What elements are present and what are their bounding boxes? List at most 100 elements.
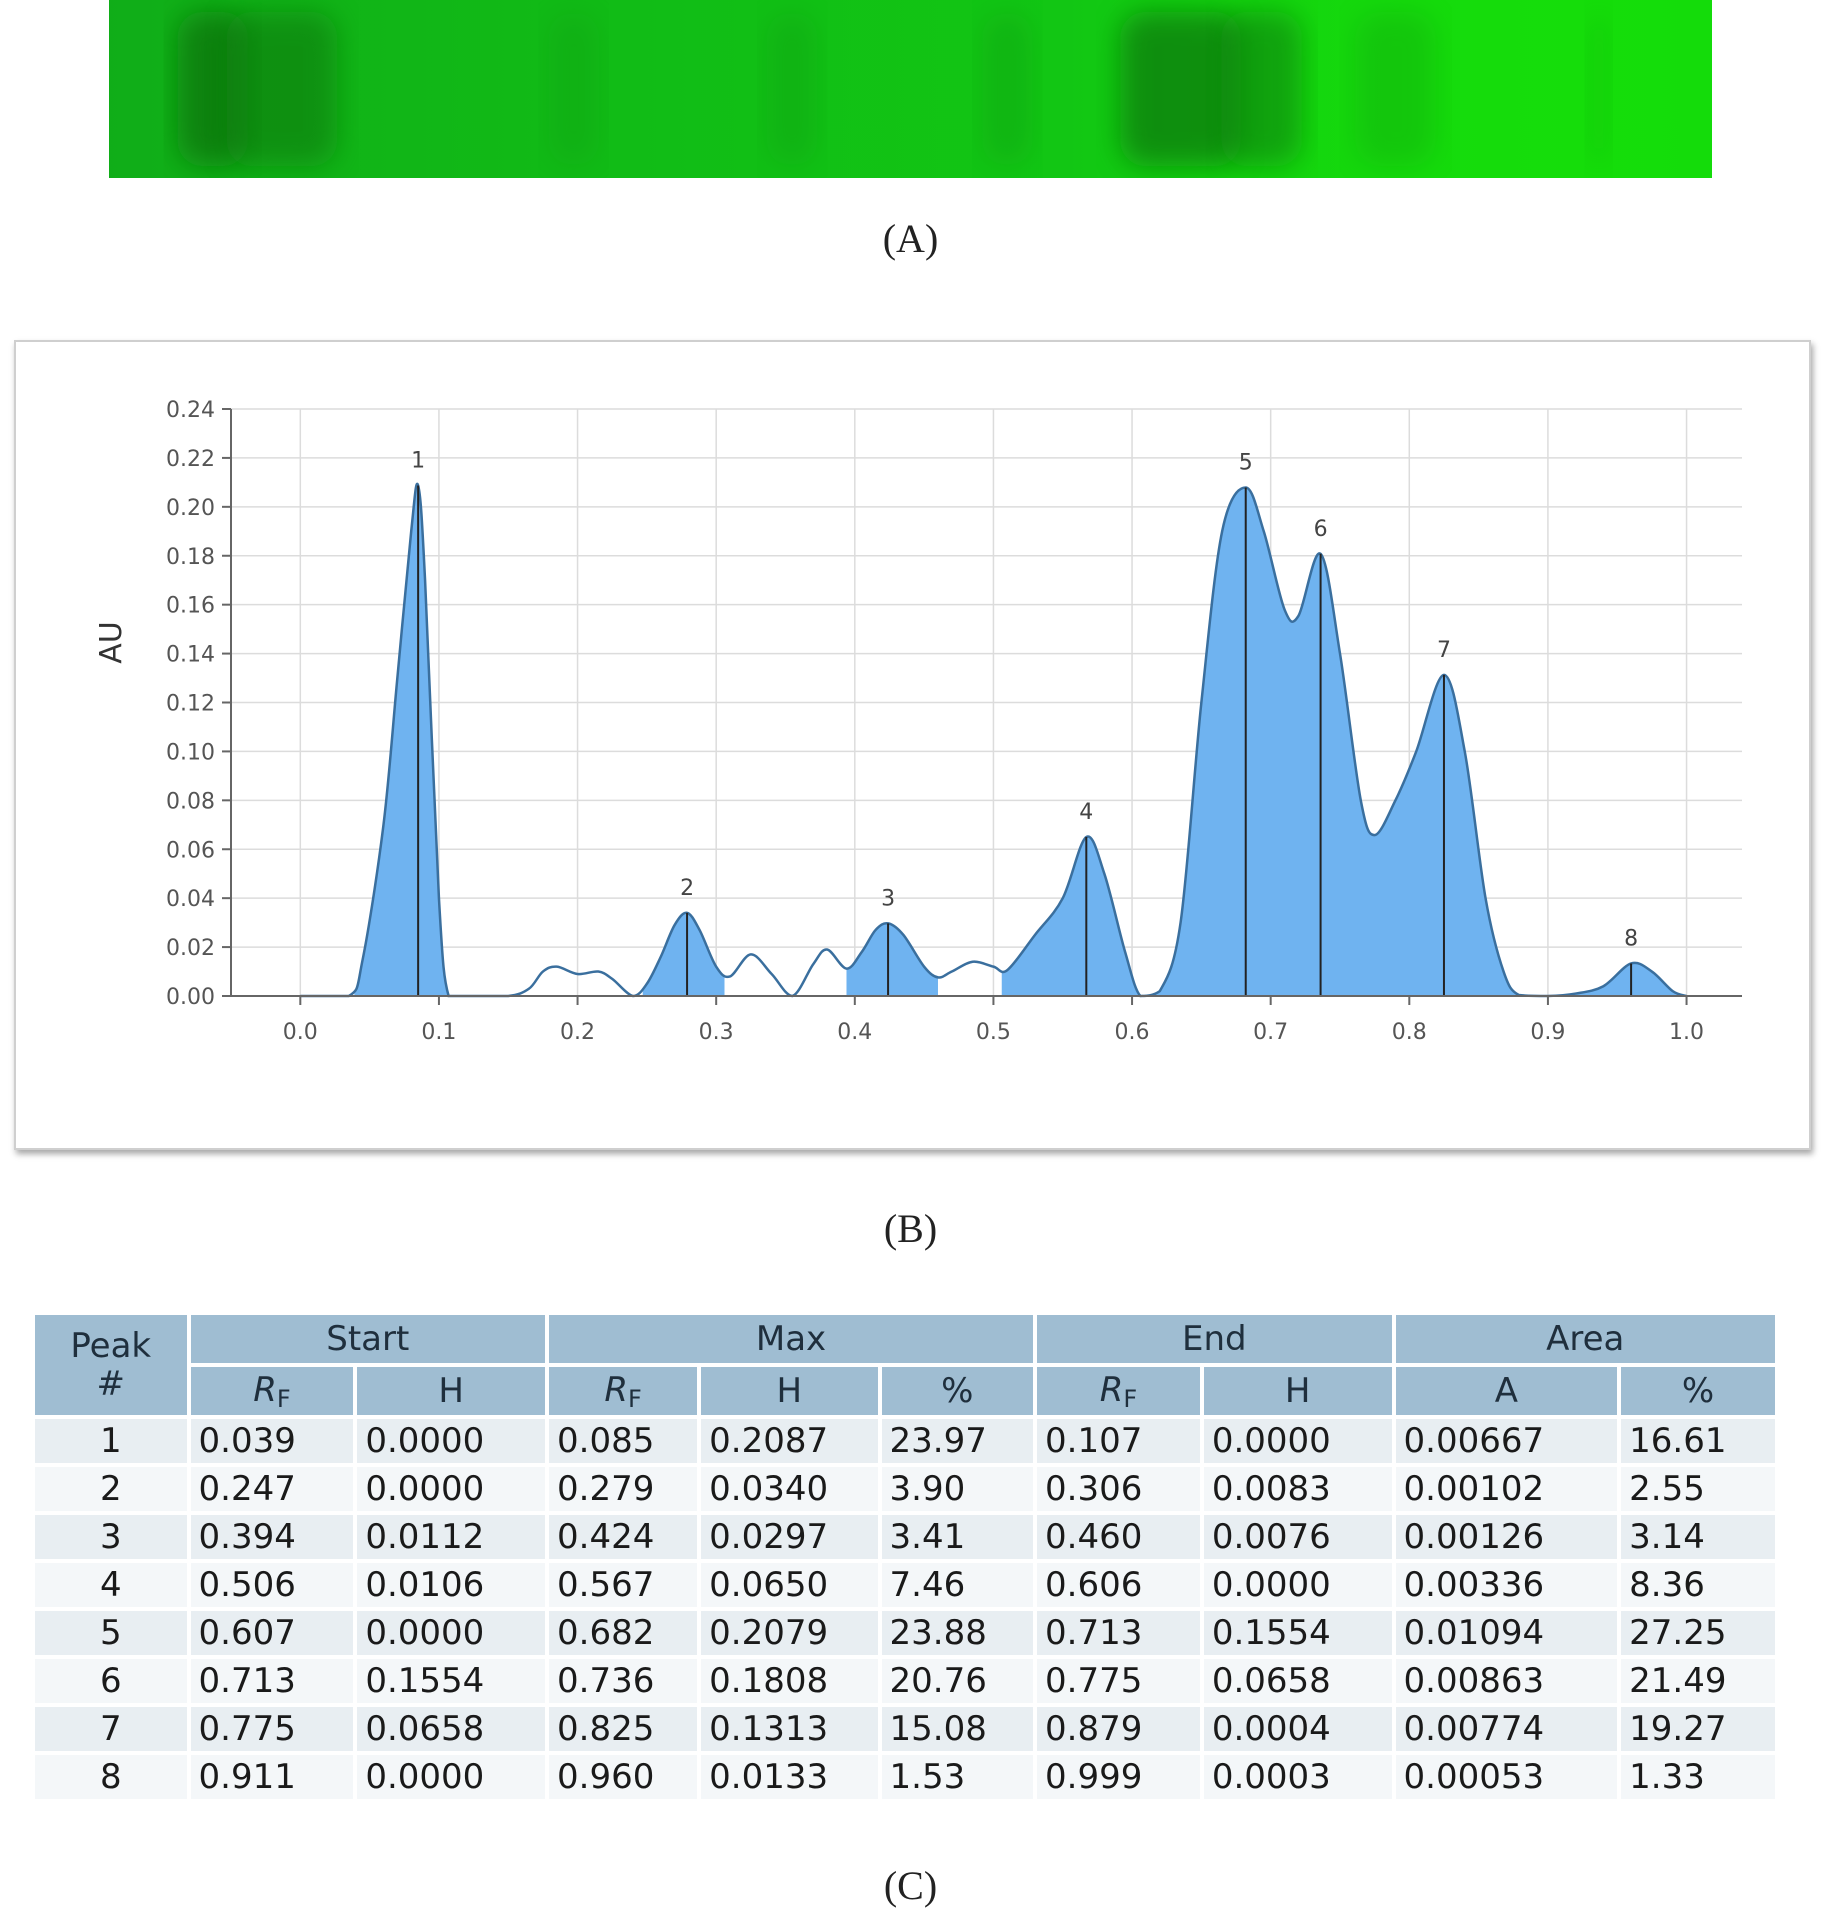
cell-max-h: 0.0133: [701, 1755, 878, 1799]
cell-end-h: 0.0003: [1203, 1755, 1392, 1799]
y-tick-label: 0.04: [166, 887, 215, 912]
cell-max-pct: 15.08: [881, 1707, 1034, 1751]
subheader-end-h: H: [1203, 1367, 1392, 1415]
rf-symbol: R: [604, 1369, 628, 1410]
cell-max-rf: 0.736: [549, 1659, 698, 1703]
rf-symbol: R: [253, 1369, 277, 1410]
header-start: Start: [190, 1315, 546, 1363]
cell-start-rf: 0.607: [190, 1611, 354, 1655]
y-tick-label: 0.18: [166, 545, 215, 570]
y-tick-label: 0.08: [166, 789, 215, 814]
cell-area-a: 0.01094: [1395, 1611, 1618, 1655]
cell-max-rf: 0.085: [549, 1419, 698, 1463]
cell-end-h: 0.1554: [1203, 1611, 1392, 1655]
y-tick-label: 0.02: [166, 936, 215, 961]
x-tick-label: 0.4: [837, 1020, 872, 1045]
plate-band-8: [1355, 12, 1436, 166]
cell-start-rf: 0.775: [190, 1707, 354, 1751]
cell-area-a: 0.00863: [1395, 1659, 1618, 1703]
cell-start-h: 0.0000: [357, 1419, 546, 1463]
peak-label-4: 4: [1079, 800, 1093, 825]
cell-start-h: 0.1554: [357, 1659, 546, 1703]
cell-end-rf: 0.606: [1037, 1563, 1200, 1607]
cell-max-h: 0.1313: [701, 1707, 878, 1751]
cell-peak-number: 2: [35, 1467, 187, 1511]
x-tick-label: 0.0: [283, 1020, 318, 1045]
cell-start-h: 0.0106: [357, 1563, 546, 1607]
cell-start-h: 0.0112: [357, 1515, 546, 1559]
subheader-max-pct: %: [881, 1367, 1034, 1415]
cell-max-pct: 20.76: [881, 1659, 1034, 1703]
cell-end-h: 0.0004: [1203, 1707, 1392, 1751]
cell-max-pct: 1.53: [881, 1755, 1034, 1799]
caption-c: (C): [883, 1863, 938, 1908]
header-peak-line1: Peak: [70, 1326, 152, 1366]
y-tick-label: 0.06: [166, 838, 215, 863]
cell-start-rf: 0.713: [190, 1659, 354, 1703]
cell-area-pct: 3.14: [1621, 1515, 1775, 1559]
peak-label-2: 2: [680, 876, 694, 901]
cell-end-h: 0.0000: [1203, 1419, 1392, 1463]
table-row: 2 0.247 0.0000 0.279 0.0340 3.90 0.306 0.0083 0.…: [35, 1467, 1775, 1511]
subheader-max-h: H: [701, 1367, 878, 1415]
cell-end-h: 0.0076: [1203, 1515, 1392, 1559]
cell-end-rf: 0.460: [1037, 1515, 1200, 1559]
cell-max-pct: 3.90: [881, 1467, 1034, 1511]
cell-area-a: 0.00126: [1395, 1515, 1618, 1559]
cell-max-rf: 0.424: [549, 1515, 698, 1559]
table-sub-header-row: RF H RF H% RF H A%: [35, 1367, 1775, 1415]
table-row: 7 0.775 0.0658 0.825 0.1313 15.08 0.879 0.0004 0…: [35, 1707, 1775, 1751]
cell-peak-number: 7: [35, 1707, 187, 1751]
plate-band-6: [1120, 12, 1241, 166]
cell-start-rf: 0.394: [190, 1515, 354, 1559]
table-row: 5 0.607 0.0000 0.682 0.2079 23.88 0.713 0.1554 0…: [35, 1611, 1775, 1655]
y-tick-label: 0.00: [166, 985, 215, 1010]
cell-peak-number: 5: [35, 1611, 187, 1655]
rf-symbol: R: [1099, 1369, 1124, 1410]
cell-max-h: 0.2079: [701, 1611, 878, 1655]
y-tick-label: 0.12: [166, 692, 215, 717]
x-tick-label: 0.5: [976, 1020, 1011, 1045]
table-body: 1 0.039 0.0000 0.085 0.2087 23.97 0.107 0.0000 0…: [35, 1419, 1775, 1799]
subheader-end-rf: RF: [1037, 1367, 1200, 1415]
table-row: 6 0.713 0.1554 0.736 0.1808 20.76 0.775 0.0658 0…: [35, 1659, 1775, 1703]
tlc-plate-graphic: [109, 0, 1712, 178]
cell-start-rf: 0.247: [190, 1467, 354, 1511]
header-end: End: [1037, 1315, 1392, 1363]
cell-max-pct: 7.46: [881, 1563, 1034, 1607]
cell-area-pct: 16.61: [1621, 1419, 1775, 1463]
peak-label-5: 5: [1239, 451, 1253, 476]
cell-area-pct: 19.27: [1621, 1707, 1775, 1751]
cell-max-rf: 0.960: [549, 1755, 698, 1799]
table-row: 8 0.911 0.0000 0.960 0.0133 1.53 0.999 0.0003 0.…: [35, 1755, 1775, 1799]
cell-max-h: 0.0340: [701, 1467, 878, 1511]
peak-label-1: 1: [411, 449, 425, 474]
subheader-area-a: A: [1395, 1367, 1618, 1415]
cell-area-pct: 8.36: [1621, 1563, 1775, 1607]
peak-label-6: 6: [1314, 517, 1328, 542]
peak-results-table: Peak # Start Max End Area RF H RF H% RF H A% 1…: [31, 1311, 1779, 1803]
cell-end-h: 0.0000: [1203, 1563, 1392, 1607]
header-area: Area: [1395, 1315, 1775, 1363]
table-row: 3 0.394 0.0112 0.424 0.0297 3.41 0.460 0.0076 0.…: [35, 1515, 1775, 1559]
plate-band-3: [548, 12, 599, 166]
x-tick-label: 0.1: [421, 1020, 456, 1045]
x-tick-label: 0.3: [699, 1020, 734, 1045]
cell-area-a: 0.00102: [1395, 1467, 1618, 1511]
cell-start-h: 0.0000: [357, 1467, 546, 1511]
x-tick-label: 0.8: [1392, 1020, 1427, 1045]
cell-max-pct: 23.97: [881, 1419, 1034, 1463]
table-row: 4 0.506 0.0106 0.567 0.0650 7.46 0.606 0.0000 0.…: [35, 1563, 1775, 1607]
cell-end-h: 0.0083: [1203, 1467, 1392, 1511]
cell-start-h: 0.0000: [357, 1611, 546, 1655]
densitogram-chart: 1 2 3 4 5 6 7 8 0.0 0.1 0.2 0.3 0.4 0.5 0.6 0.7 0.8 0.9 1.…: [94, 398, 1742, 1045]
cell-start-h: 0.0000: [357, 1755, 546, 1799]
y-tick-label: 0.16: [166, 594, 215, 619]
cell-end-rf: 0.306: [1037, 1467, 1200, 1511]
cell-max-rf: 0.567: [549, 1563, 698, 1607]
header-peak-line2: #: [96, 1364, 126, 1404]
peak-label-3: 3: [881, 886, 895, 911]
cell-max-h: 0.0650: [701, 1563, 878, 1607]
table-row: 1 0.039 0.0000 0.085 0.2087 23.97 0.107 0.0000 0…: [35, 1419, 1775, 1463]
subheader-area-pct: %: [1621, 1367, 1775, 1415]
